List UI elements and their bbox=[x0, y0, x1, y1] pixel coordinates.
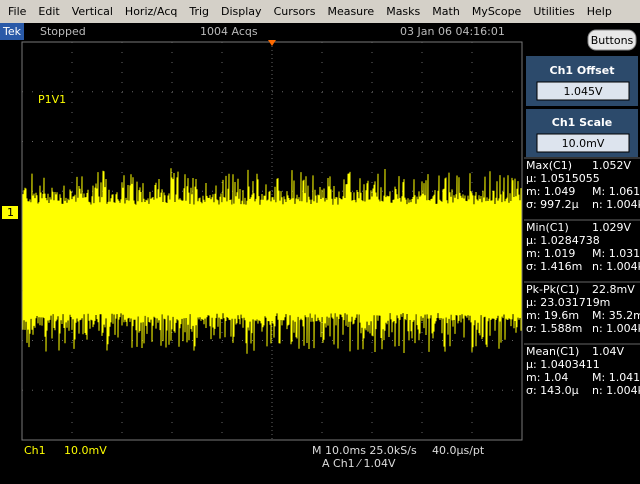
footer-timebase: M 10.0ms 25.0kS/s bbox=[312, 444, 417, 457]
menu-item[interactable]: Help bbox=[587, 5, 612, 18]
menu-item[interactable]: Cursors bbox=[274, 5, 316, 18]
footer-scale: 10.0mV bbox=[64, 444, 107, 457]
measurement-n: n: 1.004k bbox=[592, 260, 640, 273]
buttons-label: Buttons bbox=[591, 34, 634, 47]
scale-title: Ch1 Scale bbox=[552, 116, 612, 129]
footer-trigger: A Ch1 ⁄ 1.04V bbox=[322, 457, 396, 470]
measurement-sigma: σ: 1.588m bbox=[526, 322, 582, 335]
menu-item[interactable]: Masks bbox=[386, 5, 420, 18]
measurement-sigma: σ: 997.2µ bbox=[526, 198, 579, 211]
trigger-marker bbox=[268, 40, 276, 46]
measurement-n: n: 1.004k bbox=[592, 322, 640, 335]
status-bar bbox=[0, 23, 640, 40]
measurement-name: Mean(C1) bbox=[526, 345, 579, 358]
acq-count: 1004 Acqs bbox=[200, 25, 258, 38]
datetime: 03 Jan 06 04:16:01 bbox=[400, 25, 505, 38]
acq-state: Stopped bbox=[40, 25, 86, 38]
measurement-mean: µ: 1.0284738 bbox=[526, 234, 600, 247]
footer-resolution: 40.0µs/pt bbox=[432, 444, 485, 457]
waveform-label: P1V1 bbox=[38, 93, 66, 106]
footer-channel: Ch1 bbox=[24, 444, 46, 457]
measurement-value: 22.8mV bbox=[592, 283, 635, 296]
waveform bbox=[22, 168, 522, 354]
menu-bar bbox=[0, 0, 640, 23]
measurement-min: m: 19.6m bbox=[526, 309, 579, 322]
menu-item[interactable]: Utilities bbox=[533, 5, 575, 18]
measurement-n: n: 1.004k bbox=[592, 384, 640, 397]
menu-item[interactable]: Edit bbox=[38, 5, 60, 18]
channel-marker-box[interactable] bbox=[2, 206, 18, 219]
measurement-name: Min(C1) bbox=[526, 221, 569, 234]
channel-marker: 1 bbox=[7, 206, 14, 219]
menu-item[interactable]: File bbox=[8, 5, 27, 18]
waveform-trace bbox=[22, 168, 522, 354]
measurement-sigma: σ: 143.0µ bbox=[526, 384, 579, 397]
scale-field[interactable] bbox=[536, 133, 630, 153]
menu-item[interactable]: Display bbox=[221, 5, 262, 18]
measurement-mean: µ: 1.0515055 bbox=[526, 172, 600, 185]
buttons-button[interactable] bbox=[587, 29, 637, 51]
menu-item[interactable]: Math bbox=[432, 5, 460, 18]
measurement-max: M: 1.041 bbox=[592, 371, 640, 384]
scale-value: 10.0mV bbox=[562, 137, 605, 150]
offset-title: Ch1 Offset bbox=[550, 64, 615, 77]
menu-item[interactable]: Horiz/Acq bbox=[125, 5, 177, 18]
measurement-mean: µ: 1.0403411 bbox=[526, 358, 600, 371]
measurement-mean: µ: 23.031719m bbox=[526, 296, 610, 309]
measurement-min: m: 1.04 bbox=[526, 371, 568, 384]
offset-field[interactable] bbox=[536, 81, 630, 101]
menu-item[interactable]: MyScope bbox=[472, 5, 522, 18]
menu-item[interactable]: Trig bbox=[188, 5, 209, 18]
measurement-value: 1.029V bbox=[592, 221, 631, 234]
measurement-name: Max(C1) bbox=[526, 159, 572, 172]
offset-value: 1.045V bbox=[563, 85, 602, 98]
menu-item[interactable]: Vertical bbox=[72, 5, 113, 18]
menu-item[interactable]: Measure bbox=[327, 5, 374, 18]
measurement-max: M: 35.2m bbox=[592, 309, 640, 322]
measurement-n: n: 1.004k bbox=[592, 198, 640, 211]
measurement-min: m: 1.019 bbox=[526, 247, 575, 260]
brand: Tek bbox=[2, 25, 22, 38]
measurement-value: 1.052V bbox=[592, 159, 631, 172]
measurement-max: M: 1.061 bbox=[592, 185, 640, 198]
measurement-sigma: σ: 1.416m bbox=[526, 260, 582, 273]
measurement-min: m: 1.049 bbox=[526, 185, 575, 198]
measurement-name: Pk-Pk(C1) bbox=[526, 283, 579, 296]
measurement-value: 1.04V bbox=[592, 345, 624, 358]
measurement-max: M: 1.031 bbox=[592, 247, 640, 260]
brand-box bbox=[0, 23, 24, 40]
